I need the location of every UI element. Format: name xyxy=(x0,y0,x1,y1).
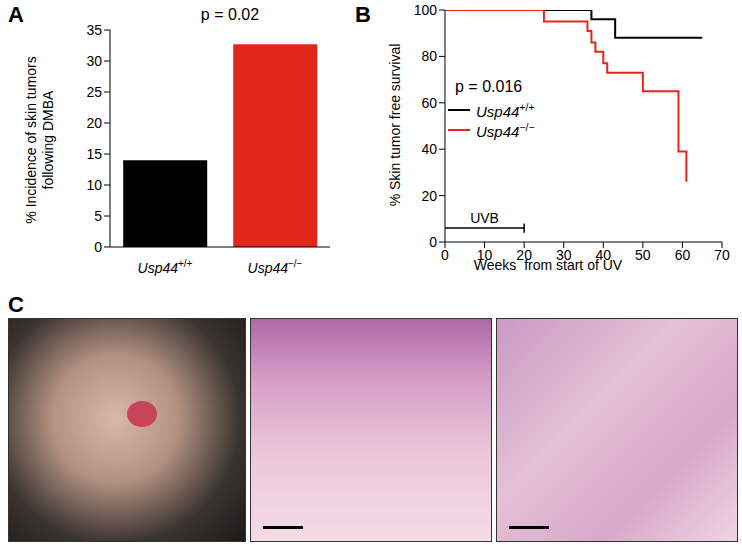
svg-text:15: 15 xyxy=(86,146,102,162)
svg-text:60: 60 xyxy=(421,95,437,111)
svg-text:0: 0 xyxy=(441,247,449,263)
svg-text:Usp44+/+: Usp44+/+ xyxy=(138,258,193,276)
svg-text:70: 70 xyxy=(714,247,730,263)
svg-text:UVB: UVB xyxy=(470,210,499,226)
svg-text:100: 100 xyxy=(414,2,438,18)
svg-text:5: 5 xyxy=(94,208,102,224)
svg-text:60: 60 xyxy=(675,247,691,263)
svg-text:0: 0 xyxy=(94,239,102,255)
svg-text:20: 20 xyxy=(86,115,102,131)
svg-text:40: 40 xyxy=(421,141,437,157)
svg-text:Usp44−/−: Usp44−/− xyxy=(248,258,303,276)
svg-text:20: 20 xyxy=(421,188,437,204)
svg-text:30: 30 xyxy=(86,53,102,69)
svg-text:35: 35 xyxy=(86,22,102,38)
svg-text:0: 0 xyxy=(429,234,437,250)
svg-text:50: 50 xyxy=(635,247,651,263)
svg-text:80: 80 xyxy=(421,48,437,64)
svg-text:10: 10 xyxy=(86,177,102,193)
svg-text:25: 25 xyxy=(86,84,102,100)
